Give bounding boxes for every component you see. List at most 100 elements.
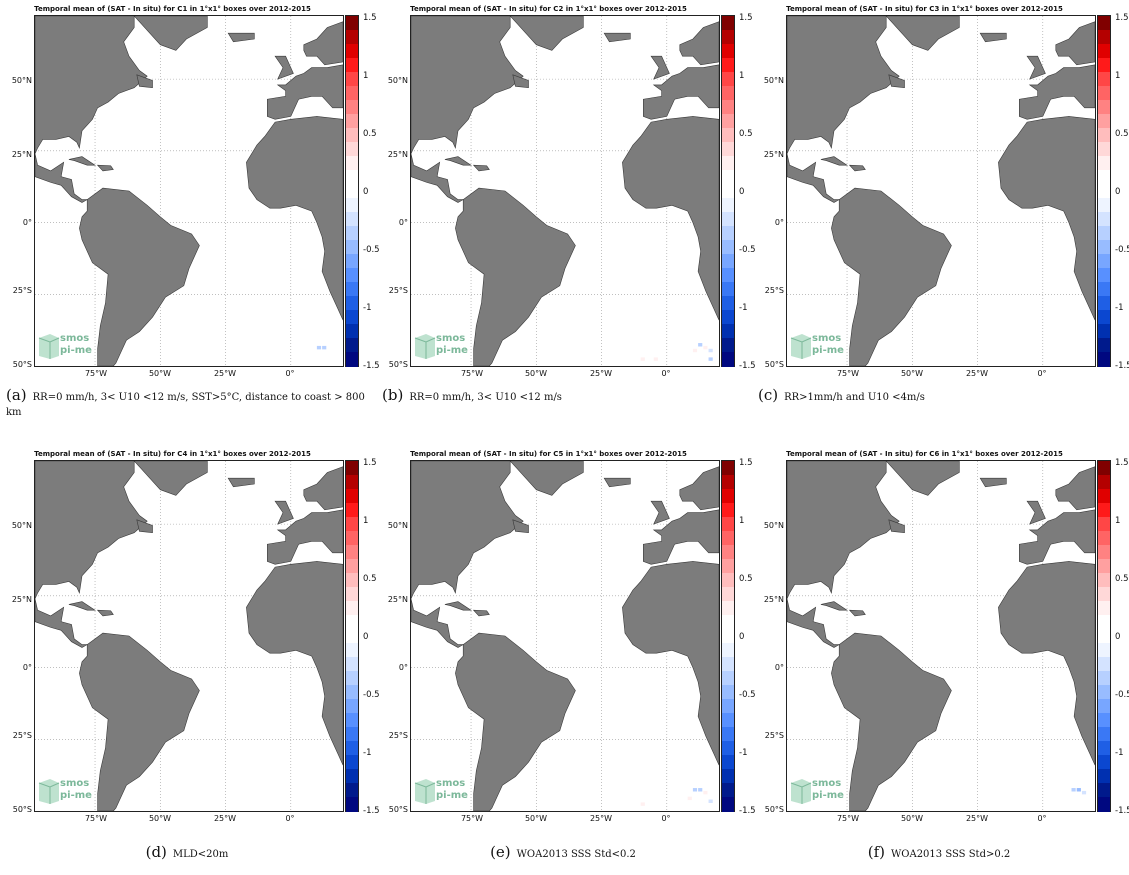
- colorbar-segment: [722, 503, 734, 518]
- colorbar-segment: [1098, 489, 1110, 504]
- colorbar-segment: [1098, 296, 1110, 311]
- colorbar: [345, 15, 359, 367]
- colorbar-segment: [722, 685, 734, 700]
- colorbar-segment: [722, 797, 734, 812]
- colorbar-tick: 0.5: [363, 574, 377, 584]
- colorbar-segment: [1098, 184, 1110, 199]
- colorbar-segment: [346, 755, 358, 770]
- land-centralAmerica: [35, 598, 89, 648]
- colorbar-tick: 0.5: [739, 574, 753, 584]
- colorbar-tick: -1: [363, 748, 372, 758]
- lon-label-75w: 75°W: [84, 369, 108, 378]
- lat-label-0: 0°: [398, 218, 408, 227]
- colorbar-segment: [1098, 30, 1110, 45]
- colorbar-segment: [1098, 338, 1110, 353]
- colorbar-tick: 0: [1115, 632, 1121, 642]
- colorbar-segment: [1098, 531, 1110, 546]
- colorbar-segment: [722, 86, 734, 101]
- land-northAmerica: [35, 461, 148, 599]
- colorbar-segment: [722, 559, 734, 574]
- colorbar-segment: [1098, 741, 1110, 756]
- colorbar-segment: [346, 128, 358, 143]
- colorbar-segment: [346, 587, 358, 602]
- colorbar-segment: [346, 713, 358, 728]
- land-cuba: [68, 156, 96, 166]
- caption-letter: (a): [6, 386, 27, 404]
- panel-title: Temporal mean of (SAT - In situ) for C4 …: [34, 450, 311, 458]
- lon-label-0: 0°: [285, 369, 295, 378]
- colorbar-segment: [1098, 769, 1110, 784]
- colorbar-tick: -1.5: [739, 806, 756, 816]
- map-panel-d: Temporal mean of (SAT - In situ) for C4 …: [0, 445, 380, 875]
- lat-label-50n: 50°N: [387, 521, 408, 530]
- colorbar-segment: [1098, 517, 1110, 532]
- land-northAmerica: [35, 16, 148, 154]
- colorbar-segment: [346, 352, 358, 367]
- colorbar-segment: [346, 503, 358, 518]
- colorbar-tick: -0.5: [363, 690, 380, 700]
- colorbar-tick: -0.5: [363, 245, 380, 255]
- colorbar-segment: [722, 461, 734, 476]
- colorbar-tick: 0: [363, 632, 369, 642]
- lat-label-25s: 25°S: [764, 286, 784, 295]
- colorbar-segment: [722, 58, 734, 73]
- colorbar-segment: [722, 629, 734, 644]
- colorbar-segment: [722, 100, 734, 115]
- land-southAmerica: [79, 632, 200, 811]
- colorbar-tick: -1: [1115, 303, 1124, 313]
- lon-label-50w: 50°W: [148, 814, 172, 823]
- colorbar-tick: 1.5: [363, 13, 377, 23]
- lon-label-0: 0°: [661, 814, 671, 823]
- colorbar-tick: 1.5: [1115, 458, 1129, 468]
- lat-label-50s: 50°S: [764, 360, 784, 369]
- panel-caption: (c) RR>1mm/h and U10 <4m/s: [758, 388, 1120, 405]
- caption-letter: (b): [382, 386, 404, 404]
- anomaly-cell: [640, 802, 645, 806]
- lat-label-50n: 50°N: [11, 521, 32, 530]
- land-southAmerica: [455, 187, 576, 366]
- colorbar-segment: [722, 741, 734, 756]
- map-frame: [786, 15, 1096, 367]
- panel-caption: (e) WOA2013 SSS Std<0.2: [382, 845, 744, 862]
- colorbar-segment: [722, 657, 734, 672]
- logo-pime: pi-me: [812, 345, 844, 356]
- colorbar-segment: [1098, 503, 1110, 518]
- colorbar-segment: [1098, 142, 1110, 157]
- colorbar-tick: -1: [1115, 748, 1124, 758]
- land-cuba: [68, 601, 96, 611]
- colorbar-tick: 1: [739, 516, 745, 526]
- colorbar-segment: [346, 699, 358, 714]
- land-northAmerica: [411, 16, 524, 154]
- colorbar-tick: -1: [363, 303, 372, 313]
- lon-label-75w: 75°W: [460, 369, 484, 378]
- smos-logo: smos pi-me: [38, 330, 118, 362]
- colorbar-tick: 1: [363, 71, 369, 81]
- land-britain: [274, 55, 294, 80]
- colorbar-segment: [346, 338, 358, 353]
- land-hispaniola: [472, 609, 490, 617]
- land-iceland: [227, 477, 255, 488]
- colorbar-tick: 0.5: [363, 129, 377, 139]
- colorbar-segment: [346, 741, 358, 756]
- colorbar-segment: [1098, 755, 1110, 770]
- colorbar-segment: [722, 324, 734, 339]
- anomaly-cell: [698, 788, 703, 792]
- colorbar-tick: 0.5: [1115, 129, 1129, 139]
- map-canvas: [35, 461, 343, 811]
- colorbar-segment: [1098, 282, 1110, 297]
- colorbar-segment: [346, 72, 358, 87]
- lat-label-25s: 25°S: [12, 286, 32, 295]
- colorbar-segment: [1098, 559, 1110, 574]
- land-newfoundland: [512, 519, 529, 534]
- colorbar-tick: -0.5: [739, 690, 756, 700]
- land-newfoundland: [888, 519, 905, 534]
- colorbar-tick: -1.5: [363, 806, 380, 816]
- land-iceland: [603, 32, 631, 43]
- logo-pime: pi-me: [436, 345, 468, 356]
- colorbar-segment: [722, 268, 734, 283]
- lon-label-50w: 50°W: [524, 814, 548, 823]
- colorbar-segment: [1098, 587, 1110, 602]
- colorbar-tick: -0.5: [1115, 245, 1129, 255]
- colorbar-tick: 1: [739, 71, 745, 81]
- land-scandinavia: [679, 466, 719, 511]
